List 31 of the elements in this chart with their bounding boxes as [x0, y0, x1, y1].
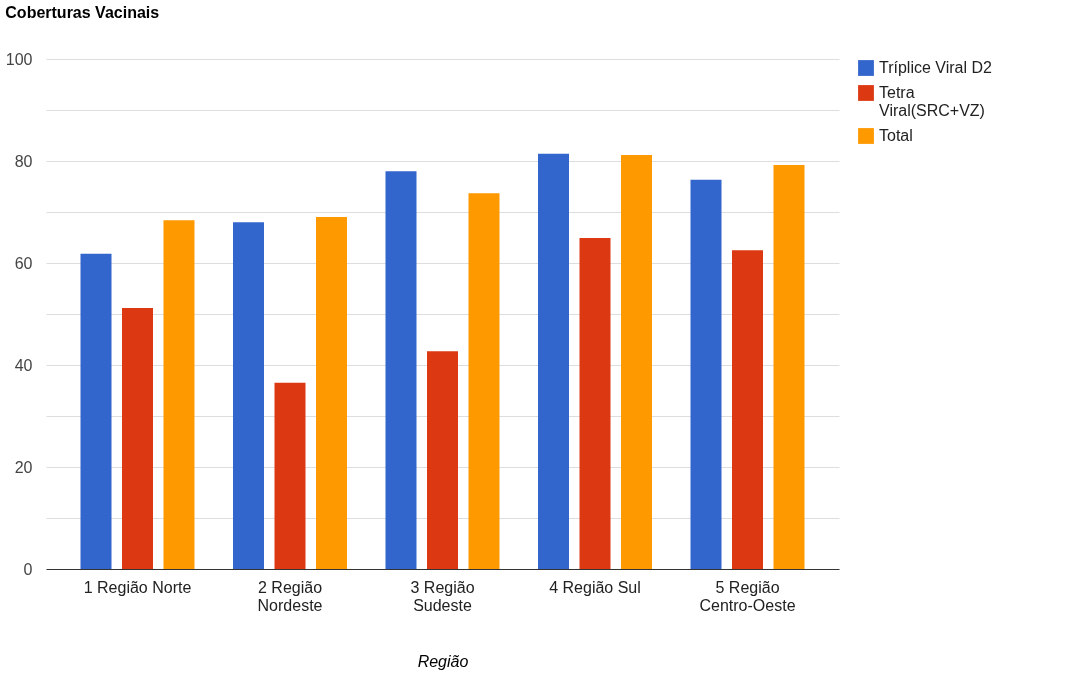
- bar: [690, 179, 722, 569]
- legend-label: Tríplice Viral D2: [879, 59, 993, 76]
- x-tick-label: 4 Região Sul: [549, 578, 641, 596]
- bar: [163, 220, 195, 569]
- bar: [579, 238, 611, 569]
- bar: [773, 165, 805, 569]
- x-axis-title: Região: [417, 652, 469, 670]
- bar: [732, 250, 763, 569]
- bar: [122, 307, 153, 569]
- legend-label: Total: [879, 127, 913, 144]
- bar: [621, 154, 652, 569]
- bar: [427, 351, 458, 569]
- y-tick-label: 0: [23, 560, 33, 578]
- bar: [316, 217, 347, 569]
- x-tick-label: 3 Região Sudeste: [410, 578, 475, 614]
- legend-label: Tetra Viral(SRC+VZ): [879, 84, 985, 119]
- chart-title: Coberturas Vacinais: [5, 4, 160, 21]
- y-tick-label: 80: [14, 152, 33, 170]
- bar: [80, 253, 112, 569]
- y-tick-label: 20: [14, 458, 33, 476]
- bar: [385, 171, 417, 569]
- bar: [233, 222, 264, 569]
- x-tick-label: 2 Região Nordeste: [257, 578, 323, 614]
- x-tick-label: 1 Região Norte: [83, 578, 192, 596]
- bar: [538, 153, 569, 569]
- y-tick-label: 60: [14, 254, 33, 272]
- bar: [468, 193, 500, 569]
- y-tick-label: 100: [5, 50, 33, 68]
- y-tick-label: 40: [14, 356, 33, 374]
- bar: [274, 382, 306, 569]
- x-tick-label: 5 Região Centro-Oeste: [699, 578, 796, 614]
